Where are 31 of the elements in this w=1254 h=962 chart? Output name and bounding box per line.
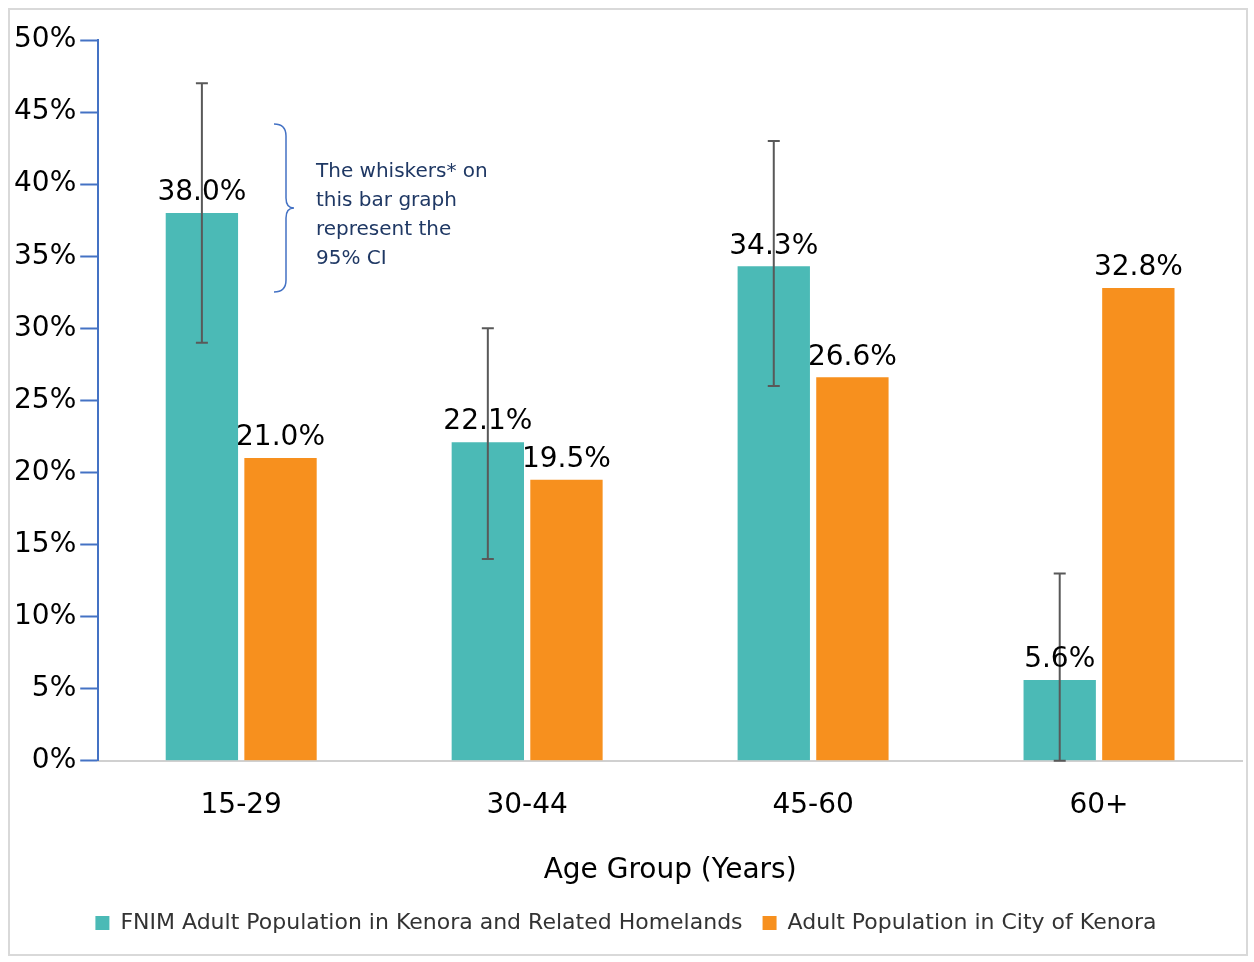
legend-label: FNIM Adult Population in Kenora and Related Homelands bbox=[120, 908, 743, 934]
data-label: 19.5% bbox=[521, 440, 611, 474]
y-tick-label: 20% bbox=[14, 453, 77, 487]
bar bbox=[816, 377, 889, 761]
y-tick-label: 5% bbox=[31, 670, 77, 703]
y-tick-label: 25% bbox=[14, 381, 77, 415]
x-tick-label: 30-44 bbox=[486, 786, 568, 820]
data-label: 32.8% bbox=[1093, 249, 1183, 283]
bar bbox=[451, 442, 524, 761]
y-tick-label: 35% bbox=[14, 237, 77, 271]
y-tick-label: 40% bbox=[14, 165, 77, 199]
legend-label: Adult Population in City of Kenora bbox=[787, 908, 1157, 934]
bar bbox=[1102, 287, 1175, 761]
bar bbox=[165, 212, 239, 761]
bar bbox=[1023, 680, 1096, 761]
x-axis-title: Age Group (Years) bbox=[543, 852, 797, 886]
x-tick-label: 45-60 bbox=[772, 786, 854, 820]
bar bbox=[530, 479, 603, 761]
y-tick-label: 10% bbox=[14, 597, 77, 631]
annotation: The whiskers* on this bar graph represent the 95% CI bbox=[316, 157, 489, 271]
y-tick-label: 15% bbox=[14, 525, 77, 559]
data-label: 26.6% bbox=[807, 338, 897, 372]
y-tick-label: 30% bbox=[14, 309, 77, 343]
x-tick-label: 60+ bbox=[1069, 786, 1129, 820]
x-tick-label: 15-29 bbox=[200, 786, 282, 820]
bar bbox=[737, 266, 810, 761]
y-tick-label: 0% bbox=[31, 742, 77, 776]
y-tick-label: 50% bbox=[14, 21, 77, 55]
data-label: 21.0% bbox=[236, 419, 325, 453]
bar bbox=[244, 458, 317, 761]
y-tick-label: 45% bbox=[14, 93, 77, 127]
